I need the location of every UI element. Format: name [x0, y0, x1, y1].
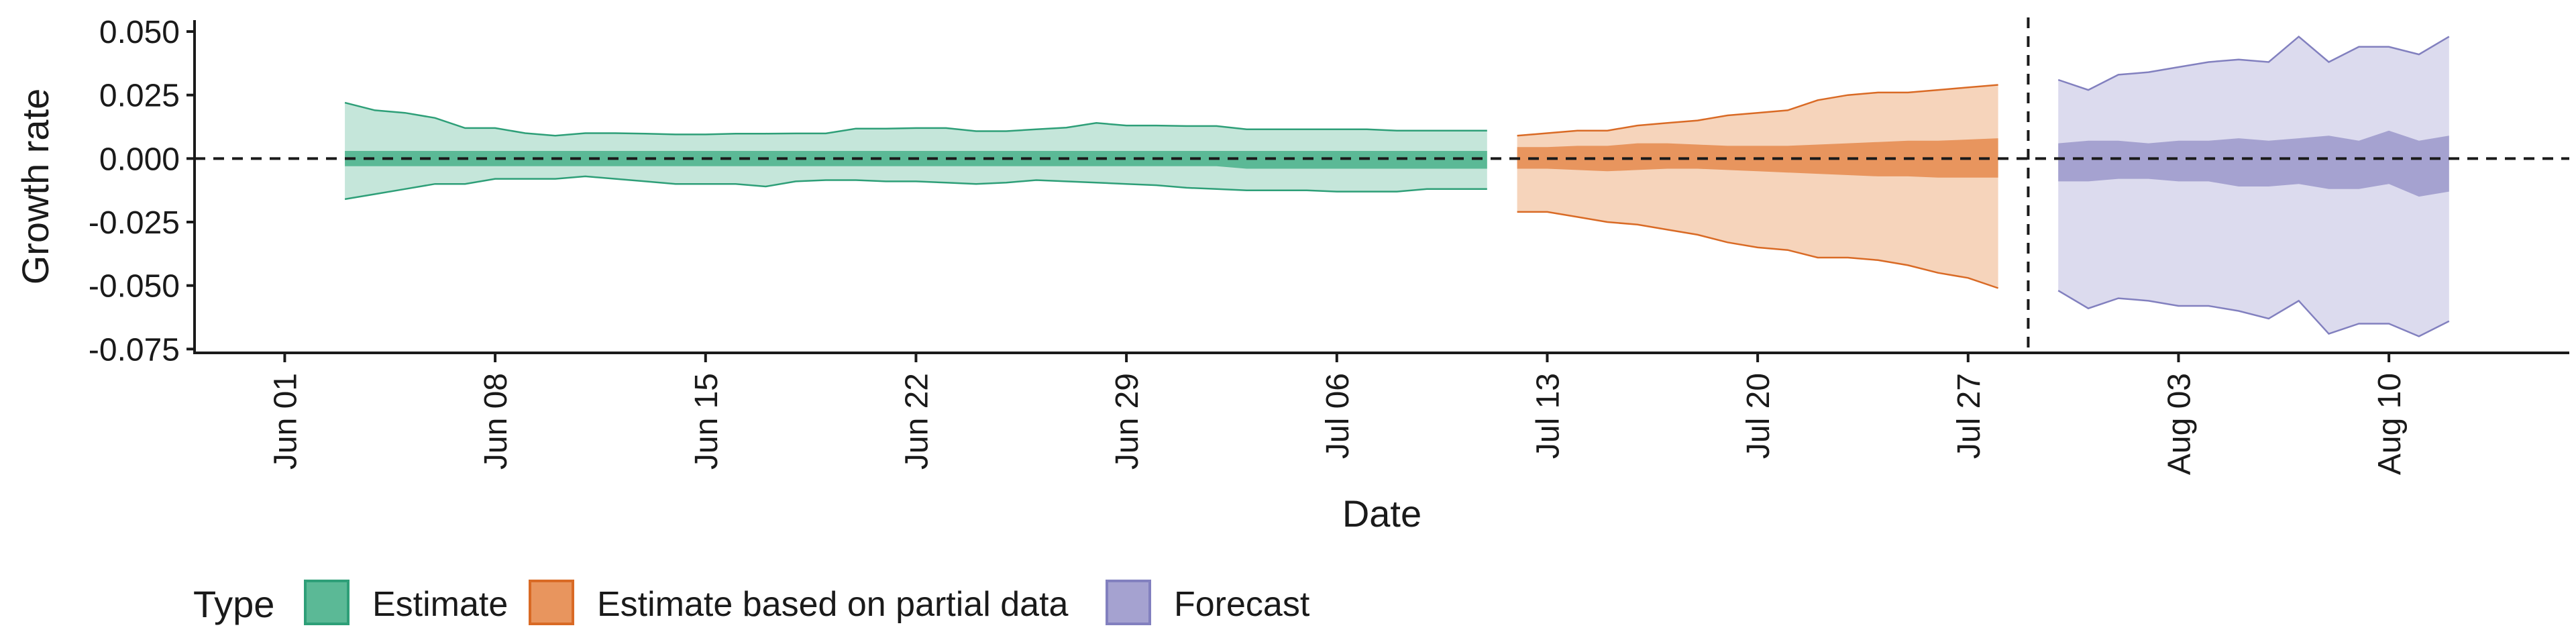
reference-lines — [195, 17, 2569, 353]
x-tick-label: Jun 01 — [268, 373, 303, 470]
estimate-based-on-partial-data-legend-swatch — [529, 580, 574, 625]
legend: Type Estimate Estimate based on partial d… — [193, 580, 1310, 625]
x-axis-title: Date — [1342, 492, 1421, 535]
legend-title: Type — [193, 583, 274, 625]
y-tick-label: 0.050 — [99, 15, 180, 50]
x-tick-label: Jun 08 — [478, 373, 514, 470]
legend-label: Estimate — [372, 585, 508, 624]
x-tick-label: Jun 22 — [899, 373, 934, 470]
legend-label: Forecast — [1174, 585, 1310, 624]
forecast-band-50 — [2058, 130, 2449, 197]
estimate-upper-edge — [344, 101, 1487, 137]
legend-label: Estimate based on partial data — [597, 585, 1069, 624]
estimate-based-on-partial-data-band-90 — [1517, 85, 1998, 288]
forecast-lower-edge — [2057, 290, 2450, 337]
y-tick-label: 0.000 — [99, 142, 180, 177]
ribbon-layer — [344, 35, 2450, 337]
estimate-legend-swatch — [304, 580, 350, 625]
x-tick-label: Aug 10 — [2372, 373, 2408, 475]
estimate-lower-edge — [344, 175, 1487, 201]
x-tick-label: Jul 06 — [1320, 373, 1356, 459]
y-tick-label: -0.050 — [89, 269, 180, 305]
y-tick-label: 0.025 — [99, 78, 180, 114]
x-tick-label: Jun 29 — [1110, 373, 1145, 470]
forecast-legend-swatch — [1106, 580, 1151, 625]
forecast-upper-edge — [2057, 35, 2450, 91]
estimate-based-on-partial-data-lower-edge — [1517, 211, 1999, 289]
axes-layer — [193, 20, 2569, 354]
y-ticks: 0.050 0.025 0.000 -0.025 -0.050 -0.075 — [89, 15, 195, 368]
estimate-based-on-partial-data-upper-edge — [1517, 84, 1998, 137]
x-tick-label: Jun 15 — [689, 373, 724, 470]
x-ticks: Jun 01 Jun 08 Jun 15 Jun 22 Jun 29 Jul 06 Jul … — [268, 353, 2408, 475]
y-tick-label: -0.075 — [89, 332, 180, 368]
y-axis-title: Growth rate — [14, 89, 56, 285]
x-tick-label: Aug 03 — [2161, 373, 2197, 475]
x-tick-label: Jul 13 — [1530, 373, 1566, 459]
x-tick-label: Jul 20 — [1741, 373, 1776, 459]
x-tick-label: Jul 27 — [1951, 373, 1987, 459]
y-tick-label: -0.025 — [89, 205, 180, 241]
